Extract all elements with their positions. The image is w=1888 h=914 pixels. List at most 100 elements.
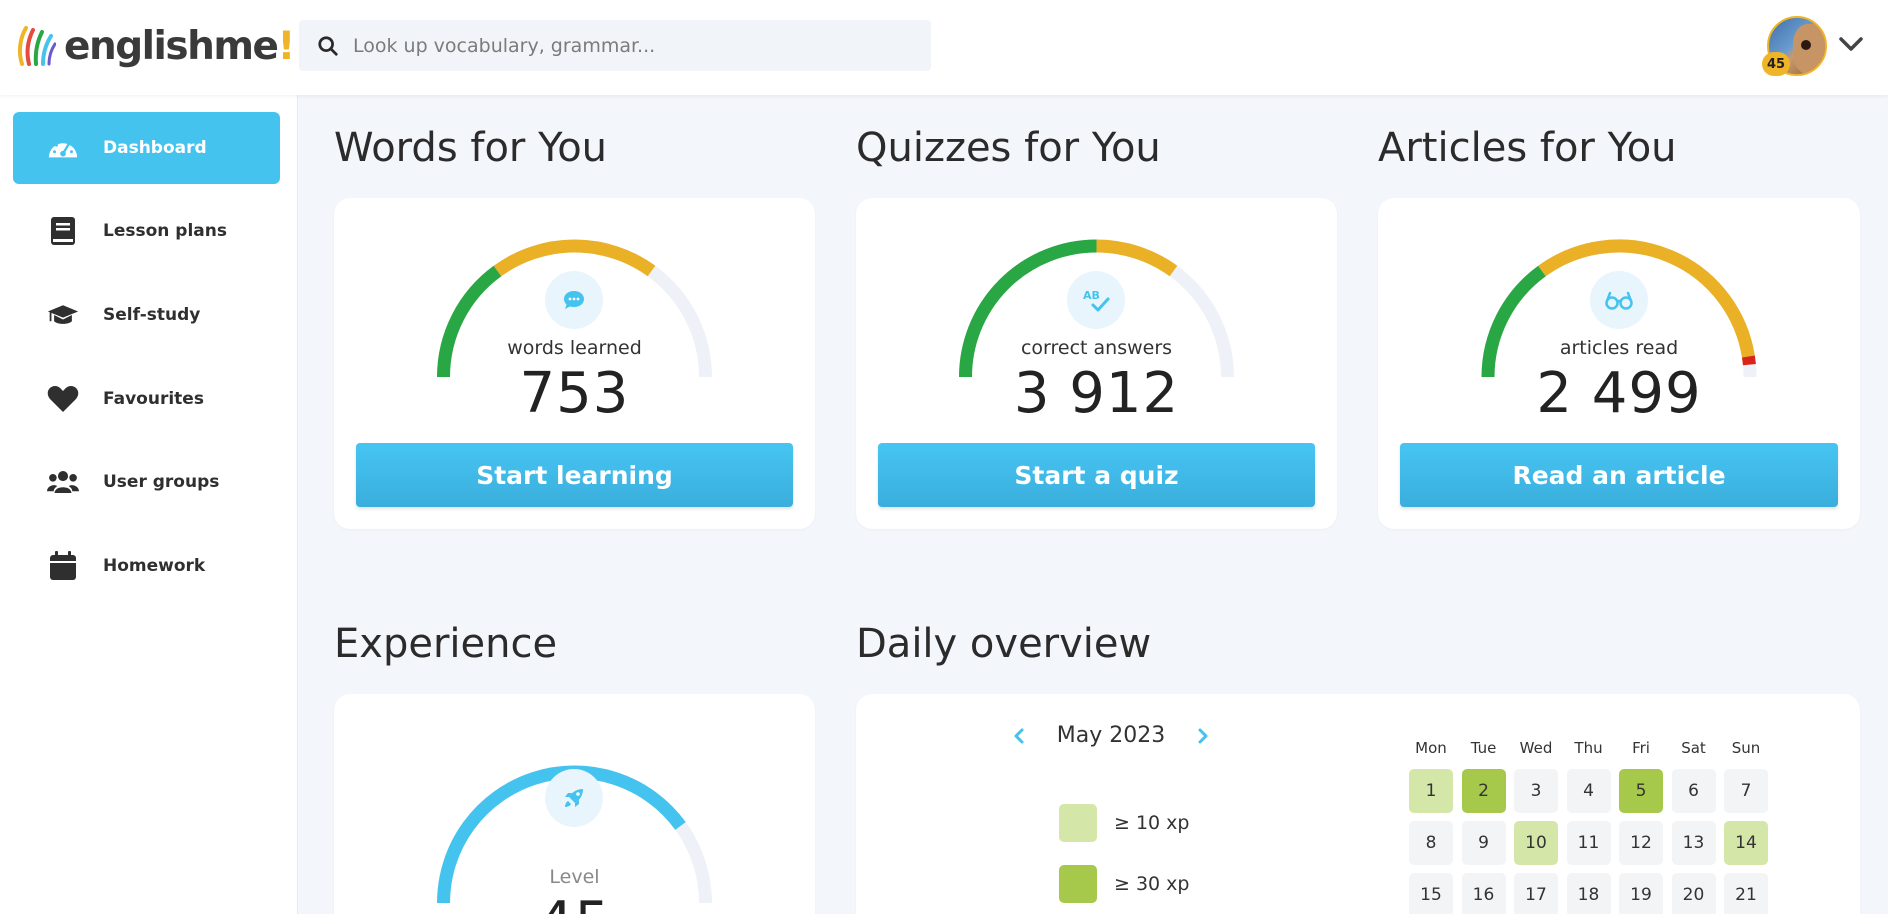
articles-progress-gauge — [1481, 239, 1757, 378]
sidebar-item-label: User groups — [103, 472, 220, 492]
legend-label: ≥ 30 xp — [1114, 873, 1190, 895]
search-icon[interactable] — [317, 35, 339, 57]
experience-card: Level 45 — [334, 694, 815, 914]
words-section-title: Words for You — [334, 125, 608, 171]
sidebar: Dashboard Lesson plans Self-study — [0, 95, 298, 914]
calendar-icon — [47, 551, 79, 581]
experience-section-title: Experience — [334, 621, 558, 667]
sidebar-item-label: Favourites — [103, 389, 204, 409]
calendar-day[interactable]: 20 — [1671, 873, 1716, 914]
calendar-day[interactable]: 9 — [1461, 821, 1506, 865]
weekday-header: Sun — [1731, 739, 1761, 757]
weekday-header: Sat — [1681, 739, 1706, 757]
calendar-day[interactable]: 19 — [1619, 873, 1663, 914]
legend-item: ≥ 10 xp — [1059, 804, 1189, 842]
sidebar-item-homework[interactable]: Homework — [13, 530, 280, 602]
search-bar — [299, 20, 931, 71]
chevron-down-icon[interactable] — [1838, 34, 1864, 54]
chevron-right-icon — [1198, 728, 1208, 743]
weekday-header: Tue — [1470, 739, 1497, 757]
words-progress-gauge — [437, 239, 712, 378]
calendar-day[interactable]: 15 — [1409, 873, 1453, 914]
weekday-header: Thu — [1574, 739, 1603, 757]
users-icon — [47, 467, 79, 497]
gauge-green-arc — [959, 239, 1097, 378]
calendar-day[interactable]: 17 — [1514, 873, 1558, 914]
legend-item: ≥ 30 xp — [1059, 865, 1189, 903]
calendar-day[interactable]: 11 — [1566, 821, 1611, 865]
weekday-header: Wed — [1519, 739, 1553, 757]
gauge-fill-arc — [437, 765, 686, 904]
legend-swatch — [1059, 804, 1097, 842]
sidebar-item-self-study[interactable]: Self-study — [13, 279, 280, 351]
words-learned-value: 753 — [519, 361, 630, 426]
calendar-day[interactable]: 1 — [1409, 769, 1453, 813]
calendar-day[interactable]: 13 — [1671, 821, 1716, 865]
calendar-day[interactable]: 7 — [1724, 769, 1768, 813]
words-learned-label: words learned — [507, 337, 642, 359]
gauge-green-arc — [1481, 265, 1546, 378]
month-navigation: May 2023 — [1009, 723, 1213, 748]
gauge-yellow-arc — [493, 239, 656, 277]
heart-icon — [47, 384, 79, 414]
logo-brush-icon — [17, 26, 56, 66]
articles-card: articles read 2 499 Read an article — [1378, 198, 1860, 529]
sidebar-item-user-groups[interactable]: User groups — [13, 446, 280, 518]
quizzes-progress-gauge — [959, 239, 1234, 378]
weekday-header: Mon — [1415, 739, 1447, 757]
rocket-icon — [545, 769, 603, 827]
calendar-day[interactable]: 18 — [1566, 873, 1611, 914]
level-label: Level — [549, 866, 600, 888]
read-article-button[interactable]: Read an article — [1400, 443, 1838, 507]
sidebar-item-dashboard[interactable]: Dashboard — [13, 112, 280, 184]
sidebar-item-favourites[interactable]: Favourites — [13, 363, 280, 435]
articles-read-value: 2 499 — [1536, 361, 1702, 426]
chevron-left-icon — [1014, 728, 1024, 743]
legend-label: ≥ 10 xp — [1114, 812, 1190, 834]
current-month-label: May 2023 — [1056, 723, 1166, 748]
gauge-yellow-arc — [1096, 239, 1178, 277]
graduation-cap-icon — [47, 300, 79, 330]
spellcheck-icon: AB — [1067, 271, 1125, 329]
calendar-day[interactable]: 21 — [1724, 873, 1768, 914]
calendar-day[interactable]: 14 — [1724, 821, 1768, 865]
gauge-yellow-arc — [1538, 239, 1755, 358]
sidebar-item-label: Self-study — [103, 305, 201, 325]
calendar-day[interactable]: 6 — [1671, 769, 1716, 813]
calendar-day[interactable]: 3 — [1514, 769, 1558, 813]
previous-month-button[interactable] — [1009, 725, 1029, 747]
calendar-day[interactable]: 4 — [1566, 769, 1611, 813]
next-month-button[interactable] — [1193, 725, 1213, 747]
quizzes-card: AB correct answers 3 912 Start a quiz — [856, 198, 1337, 529]
avatar-eye — [1801, 40, 1811, 50]
correct-answers-value: 3 912 — [1013, 361, 1180, 426]
glasses-icon — [1590, 271, 1648, 329]
calendar-day[interactable]: 8 — [1409, 821, 1453, 865]
level-value: 45 — [334, 890, 815, 914]
calendar-day[interactable]: 12 — [1619, 821, 1663, 865]
calendar-day[interactable]: 5 — [1619, 769, 1663, 813]
words-card: words learned 753 Start learning — [334, 198, 815, 529]
quizzes-section-title: Quizzes for You — [856, 125, 1161, 171]
weekday-header: Fri — [1632, 739, 1650, 757]
legend-swatch — [1059, 865, 1097, 903]
speech-bubble-icon — [545, 271, 603, 329]
dashboard-gauge-icon — [47, 133, 79, 163]
sidebar-item-label: Lesson plans — [103, 221, 227, 241]
user-level-badge: 45 — [1762, 52, 1790, 76]
sidebar-item-label: Homework — [103, 556, 206, 576]
calendar-day[interactable]: 2 — [1461, 769, 1506, 813]
logo-text: englishme — [64, 23, 279, 69]
start-learning-button[interactable]: Start learning — [356, 443, 793, 507]
search-input[interactable] — [353, 34, 913, 57]
articles-section-title: Articles for You — [1378, 125, 1677, 171]
gauge-green-arc — [437, 265, 502, 378]
calendar-day[interactable]: 16 — [1461, 873, 1506, 914]
sidebar-item-label: Dashboard — [103, 138, 207, 158]
start-quiz-button[interactable]: Start a quiz — [878, 443, 1315, 507]
englishme-logo[interactable]: englishme! — [16, 22, 295, 70]
gauge-red-arc — [1741, 355, 1756, 366]
sidebar-item-lesson-plans[interactable]: Lesson plans — [13, 195, 280, 267]
articles-read-label: articles read — [1559, 337, 1679, 359]
calendar-day[interactable]: 10 — [1514, 821, 1558, 865]
